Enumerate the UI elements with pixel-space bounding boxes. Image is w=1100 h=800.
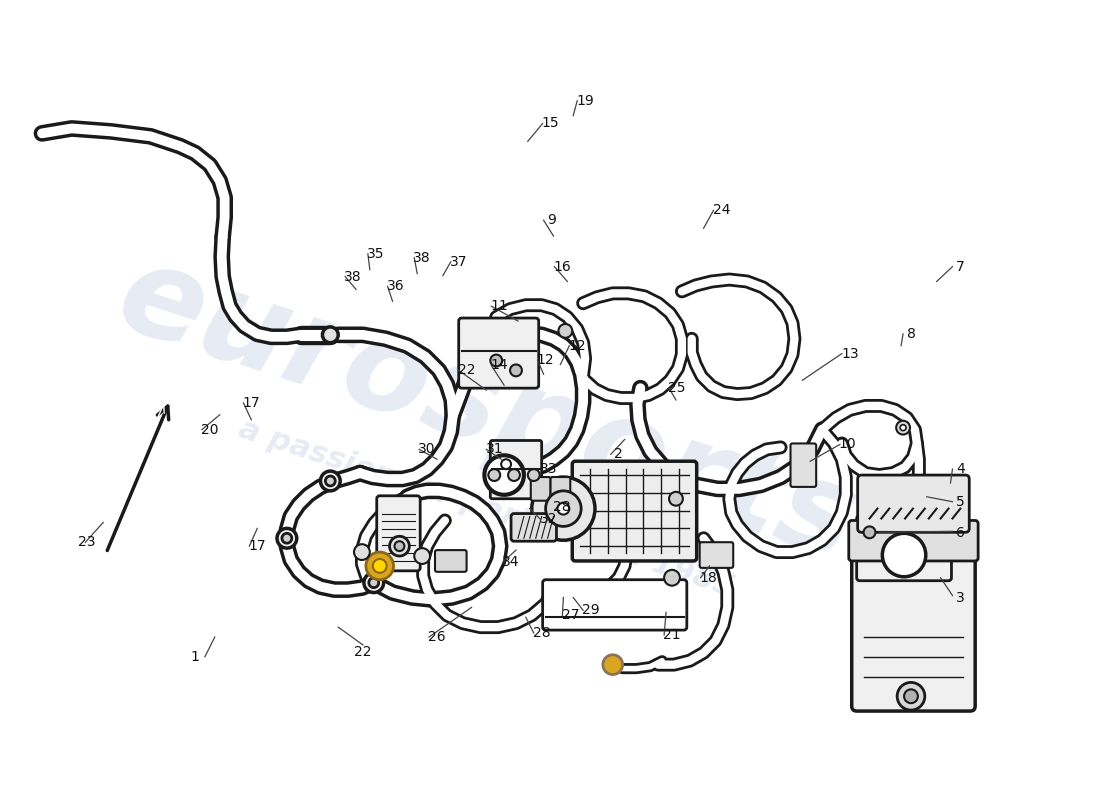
Text: 15: 15: [541, 117, 560, 130]
Circle shape: [528, 469, 540, 481]
Circle shape: [502, 459, 512, 469]
Circle shape: [368, 578, 378, 588]
Text: 4: 4: [956, 462, 965, 476]
Circle shape: [546, 491, 581, 526]
Circle shape: [508, 469, 520, 481]
Text: 5: 5: [956, 494, 965, 509]
Circle shape: [904, 690, 917, 703]
Circle shape: [373, 559, 386, 573]
Circle shape: [510, 365, 521, 376]
Text: 8: 8: [906, 327, 915, 341]
Text: 38: 38: [414, 250, 431, 265]
Text: 33: 33: [540, 462, 558, 476]
Circle shape: [558, 502, 570, 514]
Circle shape: [669, 492, 683, 506]
Text: 28: 28: [552, 500, 570, 514]
Circle shape: [882, 534, 926, 577]
Text: 10: 10: [838, 438, 856, 451]
Circle shape: [664, 570, 680, 586]
Text: 30: 30: [418, 442, 436, 456]
Text: 24: 24: [713, 203, 730, 218]
Text: 6: 6: [956, 526, 965, 540]
Circle shape: [277, 528, 297, 548]
FancyBboxPatch shape: [459, 318, 539, 388]
Circle shape: [864, 526, 876, 538]
Text: 27: 27: [561, 608, 579, 622]
Text: eurosports: eurosports: [103, 234, 870, 586]
Circle shape: [603, 654, 623, 674]
Circle shape: [559, 324, 572, 338]
Circle shape: [395, 542, 405, 551]
FancyBboxPatch shape: [849, 521, 978, 561]
Text: 3: 3: [956, 590, 965, 605]
FancyBboxPatch shape: [851, 543, 976, 711]
FancyBboxPatch shape: [858, 475, 969, 532]
Circle shape: [364, 573, 384, 593]
Circle shape: [389, 536, 409, 556]
Text: 35: 35: [367, 247, 385, 261]
Text: 31: 31: [485, 442, 503, 456]
FancyBboxPatch shape: [542, 580, 686, 630]
Text: 36: 36: [387, 279, 405, 294]
Circle shape: [488, 469, 501, 481]
Circle shape: [326, 476, 336, 486]
Text: 12: 12: [537, 354, 554, 367]
Text: a passion for parts since 1985: a passion for parts since 1985: [235, 414, 738, 602]
Text: 14: 14: [491, 358, 508, 373]
Text: 20: 20: [201, 422, 219, 437]
Circle shape: [900, 425, 906, 430]
FancyBboxPatch shape: [700, 542, 734, 568]
Circle shape: [282, 534, 292, 543]
Text: 34: 34: [503, 555, 520, 569]
Text: 29: 29: [582, 603, 600, 618]
Circle shape: [415, 548, 430, 564]
Text: 32: 32: [540, 513, 558, 526]
Circle shape: [896, 421, 910, 434]
FancyBboxPatch shape: [572, 462, 696, 561]
Text: 2: 2: [614, 447, 623, 462]
Text: 22: 22: [354, 645, 372, 659]
Text: 12: 12: [569, 338, 586, 353]
Circle shape: [898, 682, 925, 710]
FancyBboxPatch shape: [376, 496, 420, 571]
FancyBboxPatch shape: [899, 498, 933, 521]
Text: 1: 1: [190, 650, 199, 664]
Text: 17: 17: [249, 539, 266, 553]
Text: 7: 7: [956, 260, 965, 274]
Text: 13: 13: [840, 346, 859, 361]
Text: 26: 26: [428, 630, 446, 644]
Text: 17: 17: [242, 396, 260, 410]
Text: 18: 18: [700, 570, 717, 585]
Circle shape: [491, 354, 503, 366]
FancyBboxPatch shape: [512, 514, 557, 542]
Text: 25: 25: [668, 381, 685, 395]
Circle shape: [354, 544, 370, 560]
Text: 37: 37: [450, 254, 468, 269]
Text: 21: 21: [663, 628, 681, 642]
Text: 16: 16: [553, 260, 571, 274]
Text: 9: 9: [547, 214, 556, 227]
FancyBboxPatch shape: [531, 477, 550, 501]
Text: 19: 19: [576, 94, 594, 108]
Text: 11: 11: [491, 299, 508, 313]
Circle shape: [531, 477, 595, 540]
Text: 38: 38: [344, 270, 362, 283]
FancyBboxPatch shape: [491, 441, 541, 498]
FancyBboxPatch shape: [791, 443, 816, 487]
Text: 28: 28: [532, 626, 550, 640]
FancyBboxPatch shape: [550, 477, 570, 501]
FancyBboxPatch shape: [434, 550, 466, 572]
Text: 23: 23: [78, 535, 96, 550]
Text: 22: 22: [458, 363, 475, 378]
Circle shape: [366, 552, 394, 580]
Circle shape: [320, 471, 340, 491]
FancyBboxPatch shape: [857, 515, 952, 581]
Circle shape: [322, 327, 338, 342]
Circle shape: [484, 455, 524, 495]
